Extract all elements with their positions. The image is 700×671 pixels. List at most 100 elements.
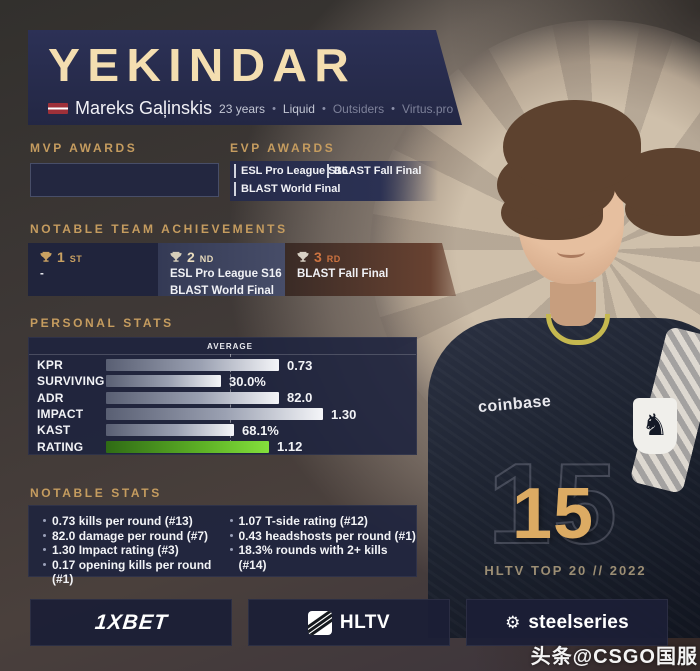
rank-number: 15 xyxy=(512,474,595,554)
stat-bullet: 82.0 damage per round (#7) xyxy=(43,529,230,544)
personal-stats-title: PERSONAL STATS xyxy=(30,316,174,330)
bullet-dot-icon xyxy=(43,519,46,522)
separator-dot: • xyxy=(321,102,326,115)
sponsor-box-hltv: HLTV xyxy=(248,599,450,646)
eyebrow xyxy=(540,200,557,204)
stat-bullet: 18.3% rounds with 2+ kills (#14) xyxy=(229,543,417,572)
rank-suffix: RD xyxy=(326,254,341,264)
stat-label: SURVIVING xyxy=(37,374,105,389)
achievement-third-place: 3 RD BLAST Fall Final xyxy=(285,243,456,296)
achievement-item: BLAST Fall Final xyxy=(297,268,389,280)
bullet-dot-icon xyxy=(229,548,233,551)
achievements-title: NOTABLE TEAM ACHIEVEMENTS xyxy=(30,222,288,236)
trophy-icon xyxy=(170,251,182,263)
steelseries-logo-text: steelseries xyxy=(528,611,629,633)
mvp-awards-box-empty xyxy=(30,163,219,197)
mouth xyxy=(557,246,585,258)
separator-dot: • xyxy=(391,102,396,115)
evp-award-item: BLAST World Final xyxy=(234,182,345,196)
latvia-flag-icon xyxy=(48,103,68,114)
stat-row: ADR 82.0 xyxy=(37,390,410,406)
stat-value: 0.73 xyxy=(287,357,313,373)
achievement-item: ESL Pro League S16 xyxy=(170,268,282,280)
player-alias: YEKINDAR xyxy=(48,39,357,91)
player-real-name: Mareks Gaļinskis xyxy=(75,98,213,118)
sponsor-box-1xbet: 1XBET xyxy=(30,599,232,646)
player-hair xyxy=(503,100,641,192)
achievement-second-place: 2 ND ESL Pro League S16 BLAST World Fina… xyxy=(158,243,285,296)
stat-bar xyxy=(106,408,323,421)
bullet-dot-icon xyxy=(229,533,233,537)
evp-awards-title: EVP AWARDS xyxy=(230,141,336,155)
separator-dot: • xyxy=(272,102,276,115)
achievement-item: - xyxy=(40,268,44,280)
stat-label: KAST xyxy=(37,423,71,438)
sponsor-box-steelseries: ⚙ steelseries xyxy=(466,599,668,646)
eye xyxy=(544,210,554,215)
bullet-dot-icon xyxy=(43,548,46,551)
average-label: AVERAGE xyxy=(207,342,253,351)
stat-value: 1.12 xyxy=(277,439,303,455)
header-panel: YEKINDAR Mareks Gaļinskis 23 years • Liq… xyxy=(28,30,462,125)
hltv-logo-text: HLTV xyxy=(339,611,391,633)
stat-label: ADR xyxy=(37,390,64,405)
evp-award-item: ESL Pro League S16 xyxy=(234,164,353,178)
stat-value: 30.0% xyxy=(229,373,266,389)
rank-number-outline: 15 xyxy=(487,441,619,568)
achievement-item: BLAST World Final xyxy=(170,285,274,297)
rank-suffix: ST xyxy=(69,254,83,264)
bullet-dot-icon xyxy=(43,533,46,537)
eyebrow xyxy=(580,200,597,204)
stat-bar xyxy=(106,359,279,372)
achievements-bar: 1 ST - 2 ND ESL Pro League S16 BLAST Wor… xyxy=(28,243,456,296)
player-age: 23 years xyxy=(219,101,266,116)
stat-bar xyxy=(106,424,234,437)
team-liquid-crest-icon: ♞ xyxy=(633,398,677,454)
stat-value: 68.1% xyxy=(242,422,279,438)
stat-bullet: 0.73 kills per round (#13) xyxy=(43,514,230,529)
stat-row: KPR 0.73 xyxy=(37,357,410,373)
hltv-logo-icon xyxy=(307,610,332,635)
chart-header: AVERAGE xyxy=(29,338,416,355)
personal-stats-panel: AVERAGE KPR 0.73 SURVIVING 30.0% ADR 82.… xyxy=(28,337,417,455)
achievement-first-place: 1 ST - xyxy=(28,243,158,296)
stat-bar-rating-green xyxy=(106,440,269,453)
rank-number-label: 2 xyxy=(187,249,195,265)
stat-value: 1.30 xyxy=(331,406,357,422)
stat-bullet: 0.43 headshosts per round (#1) xyxy=(229,529,417,544)
evp-awards-list: ESL Pro League S16 BLAST Fall Final BLAS… xyxy=(230,161,438,201)
stat-bullet: 1.07 T-side rating (#12) xyxy=(229,514,417,529)
stat-label: IMPACT xyxy=(37,407,84,422)
notable-stats-panel: 0.73 kills per round (#13) 82.0 damage p… xyxy=(28,505,417,586)
steelseries-gear-icon: ⚙ xyxy=(505,613,521,632)
bullet-dot-icon xyxy=(43,562,46,566)
trophy-icon xyxy=(297,251,309,263)
player-neck xyxy=(550,282,596,326)
notable-stats-right-column: 1.07 T-side rating (#12) 0.43 headshosts… xyxy=(229,514,417,587)
stat-value: 82.0 xyxy=(287,390,313,406)
eye xyxy=(584,210,594,215)
watermark: 头条@CSGO国服 xyxy=(530,646,698,668)
rank-caption: HLTV TOP 20 // 2022 xyxy=(484,563,647,578)
stat-label: RATING xyxy=(37,439,84,454)
team-past: Outsiders xyxy=(332,101,385,116)
team-current: Liquid xyxy=(282,101,315,116)
stat-bar xyxy=(106,391,279,404)
player-identity-row: Mareks Gaļinskis 23 years • Liquid • Out… xyxy=(48,98,453,119)
notable-stats-left-column: 0.73 kills per round (#13) 82.0 damage p… xyxy=(43,514,230,587)
stat-row: KAST 68.1% xyxy=(37,422,410,438)
mvp-awards-title: MVP AWARDS xyxy=(30,141,138,155)
stat-bars: KPR 0.73 SURVIVING 30.0% ADR 82.0 IMPACT… xyxy=(37,357,410,455)
team-past: Virtus.pro xyxy=(402,101,454,116)
rank-suffix: ND xyxy=(199,254,214,264)
notable-stats-title: NOTABLE STATS xyxy=(30,486,162,500)
rank-number-label: 3 xyxy=(314,249,322,265)
stat-row: RATING 1.12 xyxy=(37,438,410,454)
stat-label: KPR xyxy=(37,358,63,373)
rank-number-label: 1 xyxy=(57,249,65,265)
stat-row: SURVIVING 30.0% xyxy=(37,373,410,389)
bullet-dot-icon xyxy=(229,519,233,522)
stat-bar xyxy=(106,375,221,388)
